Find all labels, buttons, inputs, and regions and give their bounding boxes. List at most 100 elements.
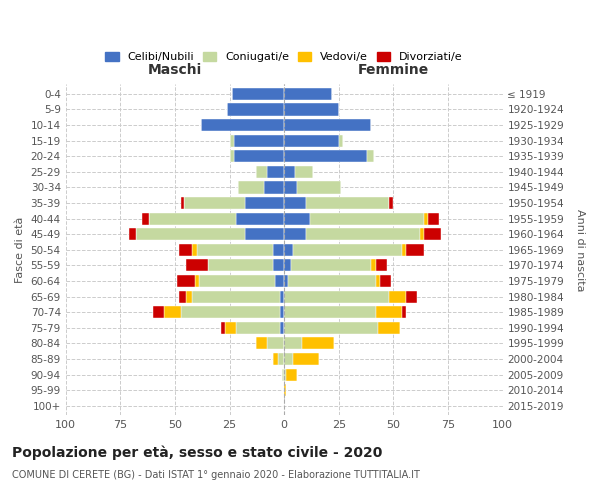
Bar [236,322,280,334]
Bar [273,353,278,365]
Bar [184,197,245,209]
Bar [229,150,234,162]
Bar [284,182,297,194]
Bar [181,306,280,318]
Bar [284,197,306,209]
Bar [225,322,236,334]
Text: Femmine: Femmine [358,62,429,76]
Bar [284,275,289,287]
Bar [229,134,234,146]
Bar [256,338,266,349]
Bar [284,150,367,162]
Bar [284,119,371,131]
Legend: Celibi/Nubili, Coniugati/e, Vedovi/e, Divorziati/e: Celibi/Nubili, Coniugati/e, Vedovi/e, Di… [101,47,467,66]
Bar [232,88,284,100]
Bar [201,119,284,131]
Bar [221,322,225,334]
Bar [266,338,284,349]
Bar [266,166,284,178]
Bar [179,244,193,256]
Bar [256,166,266,178]
Bar [402,244,406,256]
Bar [310,212,424,224]
Bar [284,88,332,100]
Bar [186,290,193,302]
Bar [245,228,284,240]
Bar [284,338,302,349]
Bar [371,260,376,272]
Bar [284,212,310,224]
Bar [284,353,293,365]
Bar [193,244,197,256]
Bar [306,197,389,209]
Bar [199,275,275,287]
Bar [284,166,295,178]
Bar [284,322,378,334]
Bar [428,212,439,224]
Y-axis label: Anni di nascita: Anni di nascita [575,208,585,291]
Bar [376,260,387,272]
Bar [282,368,284,380]
Bar [280,306,284,318]
Bar [339,134,343,146]
Bar [273,244,284,256]
Bar [136,228,245,240]
Bar [376,306,402,318]
Bar [284,260,290,272]
Bar [406,244,424,256]
Bar [164,306,181,318]
Bar [378,322,400,334]
Bar [284,228,306,240]
Bar [236,212,284,224]
Bar [424,228,442,240]
Bar [186,260,208,272]
Text: Maschi: Maschi [148,62,202,76]
Bar [286,368,297,380]
Bar [406,290,418,302]
Bar [424,212,428,224]
Bar [284,244,293,256]
Bar [149,212,236,224]
Bar [208,260,273,272]
Bar [275,275,284,287]
Text: COMUNE DI CERETE (BG) - Dati ISTAT 1° gennaio 2020 - Elaborazione TUTTITALIA.IT: COMUNE DI CERETE (BG) - Dati ISTAT 1° ge… [12,470,420,480]
Bar [194,275,199,287]
Bar [129,228,136,240]
Bar [142,212,149,224]
Text: Popolazione per età, sesso e stato civile - 2020: Popolazione per età, sesso e stato civil… [12,446,382,460]
Bar [278,353,284,365]
Bar [177,275,194,287]
Bar [265,182,284,194]
Bar [273,260,284,272]
Bar [402,306,406,318]
Bar [284,134,339,146]
Bar [419,228,424,240]
Bar [280,290,284,302]
Bar [290,260,371,272]
Bar [367,150,374,162]
Bar [280,322,284,334]
Bar [234,134,284,146]
Bar [284,368,286,380]
Bar [389,290,406,302]
Bar [289,275,376,287]
Bar [297,182,341,194]
Bar [193,290,280,302]
Bar [238,182,265,194]
Bar [284,384,286,396]
Y-axis label: Fasce di età: Fasce di età [15,216,25,283]
Bar [284,104,339,116]
Bar [302,338,334,349]
Bar [227,104,284,116]
Bar [376,275,380,287]
Bar [197,244,273,256]
Bar [389,197,394,209]
Bar [153,306,164,318]
Bar [306,228,419,240]
Bar [234,150,284,162]
Bar [293,353,319,365]
Bar [245,197,284,209]
Bar [380,275,391,287]
Bar [284,306,376,318]
Bar [179,290,186,302]
